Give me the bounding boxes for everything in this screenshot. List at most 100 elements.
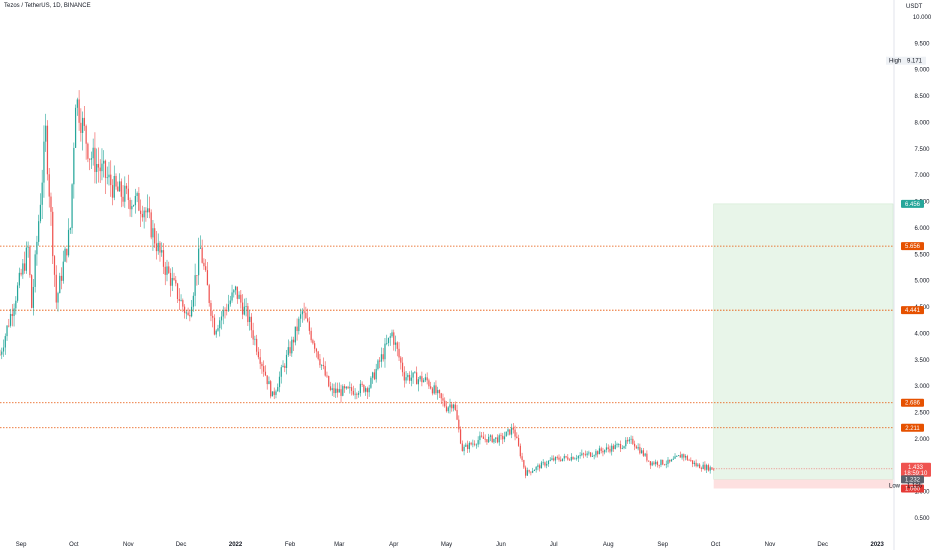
candle-body[interactable] xyxy=(48,174,50,197)
candle-body[interactable] xyxy=(60,275,63,281)
candle-body[interactable] xyxy=(700,468,703,470)
candle-body[interactable] xyxy=(298,318,300,332)
candle-body[interactable] xyxy=(166,266,168,275)
candle-body[interactable] xyxy=(713,469,715,471)
candle-body[interactable] xyxy=(38,221,40,242)
candle-body[interactable] xyxy=(595,451,597,456)
candle-body[interactable] xyxy=(630,438,632,440)
candle-body[interactable] xyxy=(275,391,277,395)
candle-body[interactable] xyxy=(474,443,476,445)
candle-body[interactable] xyxy=(366,388,369,393)
candle-body[interactable] xyxy=(201,247,203,263)
candle-body[interactable] xyxy=(465,444,467,447)
candle-body[interactable] xyxy=(31,275,33,308)
candle-body[interactable] xyxy=(677,455,680,457)
candle-body[interactable] xyxy=(254,338,256,340)
candle-body[interactable] xyxy=(542,462,544,464)
candle-body[interactable] xyxy=(706,465,708,470)
candle-body[interactable] xyxy=(590,452,592,457)
candle-body[interactable] xyxy=(131,206,133,210)
candle-body[interactable] xyxy=(206,270,209,286)
candle-body[interactable] xyxy=(6,325,8,337)
candle-body[interactable] xyxy=(317,351,319,359)
candle-body[interactable] xyxy=(310,330,312,341)
candle-body[interactable] xyxy=(280,367,282,377)
candle-body[interactable] xyxy=(136,193,138,196)
candle-body[interactable] xyxy=(526,470,528,476)
candle-body[interactable] xyxy=(345,386,347,389)
candle-body[interactable] xyxy=(308,321,311,331)
candle-body[interactable] xyxy=(370,377,372,388)
candle-body[interactable] xyxy=(644,453,646,456)
candle-body[interactable] xyxy=(268,381,270,385)
candle-body[interactable] xyxy=(157,242,159,252)
candle-body[interactable] xyxy=(27,246,29,248)
candle-body[interactable] xyxy=(199,247,202,249)
candle-body[interactable] xyxy=(579,455,581,456)
candle-body[interactable] xyxy=(547,460,550,465)
candle-body[interactable] xyxy=(80,122,82,133)
candle-body[interactable] xyxy=(180,300,182,301)
candle-body[interactable] xyxy=(356,393,358,395)
candle-body[interactable] xyxy=(296,326,298,332)
candle-body[interactable] xyxy=(670,459,673,462)
candle-body[interactable] xyxy=(426,377,428,381)
candle-body[interactable] xyxy=(699,464,701,469)
candle-body[interactable] xyxy=(479,435,481,441)
candle-body[interactable] xyxy=(686,456,688,460)
candle-body[interactable] xyxy=(285,354,288,368)
candle-body[interactable] xyxy=(389,336,391,338)
candle-body[interactable] xyxy=(503,436,506,440)
candle-body[interactable] xyxy=(667,459,669,464)
candle-body[interactable] xyxy=(454,404,456,410)
candle-body[interactable] xyxy=(602,450,604,453)
candle-body[interactable] xyxy=(29,246,31,276)
candle-body[interactable] xyxy=(702,464,704,470)
candle-body[interactable] xyxy=(212,315,214,318)
candle-body[interactable] xyxy=(517,438,520,446)
candle-body[interactable] xyxy=(9,313,12,326)
candle-body[interactable] xyxy=(674,456,676,459)
candle-body[interactable] xyxy=(493,438,495,443)
candle-body[interactable] xyxy=(375,368,377,380)
candle-body[interactable] xyxy=(440,393,442,399)
candle-body[interactable] xyxy=(648,460,650,462)
candle-body[interactable] xyxy=(486,439,488,443)
candle-body[interactable] xyxy=(252,330,254,340)
candle-body[interactable] xyxy=(103,160,105,164)
candle-body[interactable] xyxy=(342,386,344,396)
candle-body[interactable] xyxy=(681,454,683,458)
candle-body[interactable] xyxy=(410,377,412,381)
candle-body[interactable] xyxy=(463,446,465,452)
candle-body[interactable] xyxy=(73,147,75,185)
candle-body[interactable] xyxy=(125,185,128,189)
candle-body[interactable] xyxy=(189,314,191,317)
candle-body[interactable] xyxy=(430,386,432,389)
candle-body[interactable] xyxy=(219,320,221,329)
candle-body[interactable] xyxy=(74,107,77,148)
candle-body[interactable] xyxy=(111,185,114,198)
candle-body[interactable] xyxy=(194,275,196,296)
candle-body[interactable] xyxy=(456,409,458,420)
candle-body[interactable] xyxy=(115,176,117,187)
candle-body[interactable] xyxy=(691,460,694,465)
candle-body[interactable] xyxy=(372,372,374,378)
candle-body[interactable] xyxy=(307,318,309,322)
candle-body[interactable] xyxy=(400,357,402,363)
candle-body[interactable] xyxy=(278,376,281,388)
candle-body[interactable] xyxy=(549,459,551,461)
candle-body[interactable] xyxy=(213,317,216,335)
candle-body[interactable] xyxy=(326,375,328,377)
candle-body[interactable] xyxy=(140,210,142,214)
candle-body[interactable] xyxy=(349,387,351,389)
candle-body[interactable] xyxy=(660,459,662,466)
candle-body[interactable] xyxy=(609,448,611,452)
candle-body[interactable] xyxy=(282,365,284,368)
candle-body[interactable] xyxy=(532,471,534,473)
candle-body[interactable] xyxy=(639,447,641,454)
candle-body[interactable] xyxy=(524,467,527,476)
candle-body[interactable] xyxy=(619,444,622,449)
candle-body[interactable] xyxy=(444,400,446,407)
candle-body[interactable] xyxy=(558,457,560,460)
candle-body[interactable] xyxy=(171,278,173,286)
